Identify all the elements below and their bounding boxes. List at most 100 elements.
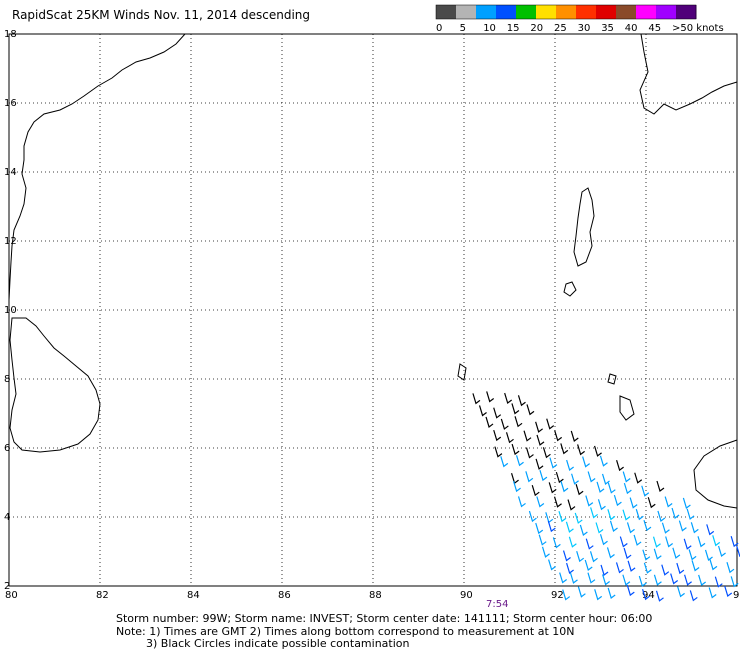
wind-barb — [698, 574, 707, 586]
wind-barb — [626, 522, 635, 534]
wind-barb — [500, 418, 509, 430]
wind-barb — [622, 509, 631, 521]
longitude-label: 80 — [5, 590, 18, 601]
longitude-labels: 80 82 84 86 88 90 92 94 96 — [5, 590, 740, 601]
legend-label: 45 — [648, 23, 661, 34]
legend-swatch — [556, 5, 577, 19]
wind-barbs — [472, 391, 740, 602]
wind-barb — [494, 446, 503, 458]
longitude-label: 84 — [187, 590, 200, 601]
wind-barb — [622, 574, 631, 586]
wind-barb — [653, 548, 662, 560]
latitude-label: 18 — [4, 29, 17, 40]
time-label: 7:54 — [486, 599, 509, 610]
coastlines — [8, 33, 738, 509]
wind-barb — [574, 512, 583, 524]
wind-barb — [616, 459, 624, 472]
wind-barb — [697, 536, 706, 548]
wind-barb — [567, 499, 576, 511]
wind-barb — [542, 447, 551, 459]
wind-barb — [517, 496, 526, 508]
wind-barb — [671, 507, 680, 520]
wind-barb — [571, 473, 579, 485]
latitude-label: 16 — [4, 98, 17, 109]
latitude-label: 10 — [4, 305, 17, 316]
wind-barb — [577, 586, 586, 598]
wind-barb — [560, 443, 569, 455]
wind-barb — [579, 524, 588, 536]
wind-barb — [613, 494, 622, 507]
wind-barb — [486, 391, 495, 403]
legend-label: 0 — [436, 23, 442, 34]
legend-border — [435, 4, 697, 20]
wind-barb — [493, 429, 502, 442]
footer-note: Note: 1) Times are GMT 2) Times along bo… — [116, 625, 575, 638]
wind-barb — [584, 559, 593, 571]
wind-barb — [642, 549, 651, 561]
legend-label: 30 — [578, 23, 591, 34]
wind-barb — [724, 585, 733, 598]
wind-barb — [643, 562, 652, 574]
wind-barb — [653, 574, 662, 586]
legend-swatch — [536, 5, 557, 19]
wind-barb — [607, 587, 616, 599]
legend-label: 40 — [625, 23, 638, 34]
wind-barb — [528, 510, 537, 523]
wind-barb — [709, 559, 718, 571]
longitude-label: 90 — [460, 590, 473, 601]
wind-barb — [593, 445, 602, 457]
sumatra-coastline — [693, 439, 738, 509]
wind-barb — [708, 587, 717, 599]
wind-barb — [599, 534, 608, 546]
legend-label: 10 — [483, 23, 496, 34]
longitude-label: 92 — [551, 590, 564, 601]
wind-barb — [657, 510, 666, 522]
wind-barb — [726, 562, 735, 574]
wind-barb — [559, 572, 568, 584]
small-island — [457, 363, 467, 381]
wind-barb — [568, 536, 577, 548]
wind-barb — [510, 472, 519, 485]
latitude-label: 2 — [4, 581, 10, 592]
wind-barb — [478, 405, 487, 417]
wind-barb — [585, 495, 594, 507]
wind-barb — [536, 496, 545, 508]
wind-barb — [587, 572, 596, 584]
wind-barb — [569, 572, 578, 584]
wind-barb — [638, 575, 647, 588]
legend-swatch — [496, 5, 517, 19]
wind-barb — [623, 482, 632, 495]
wind-barb — [629, 497, 638, 509]
nicobar-islands-1 — [607, 373, 617, 385]
wind-barb — [525, 471, 534, 483]
wind-barb — [541, 546, 550, 558]
wind-barb — [555, 471, 564, 484]
wind-barb — [505, 432, 514, 444]
legend-label: >50 knots — [672, 23, 724, 34]
wind-barb — [535, 522, 544, 535]
wind-barb — [691, 560, 700, 572]
wind-barb — [600, 564, 609, 576]
wind-barb — [566, 562, 574, 575]
wind-barb — [565, 521, 574, 533]
legend-swatch — [636, 5, 657, 19]
latitude-label: 6 — [4, 443, 10, 454]
latitude-label: 14 — [4, 167, 17, 178]
legend-swatch — [616, 5, 637, 19]
legend-swatch — [516, 5, 537, 19]
wind-barb — [548, 482, 557, 494]
footer-storm-info: Storm number: 99W; Storm name: INVEST; S… — [116, 612, 653, 625]
wind-barb — [493, 407, 502, 419]
wind-barb — [682, 497, 691, 509]
longitude-label: 82 — [96, 590, 109, 601]
longitude-label: 86 — [278, 590, 291, 601]
wind-barb — [523, 430, 532, 442]
latitude-label: 8 — [4, 374, 10, 385]
little-andaman — [563, 281, 577, 297]
wind-barb — [577, 444, 585, 456]
wind-barb — [548, 559, 556, 571]
wind-barb — [511, 443, 520, 456]
wind-barb — [647, 497, 656, 509]
legend-swatch — [456, 5, 477, 19]
wind-barb — [552, 537, 561, 549]
